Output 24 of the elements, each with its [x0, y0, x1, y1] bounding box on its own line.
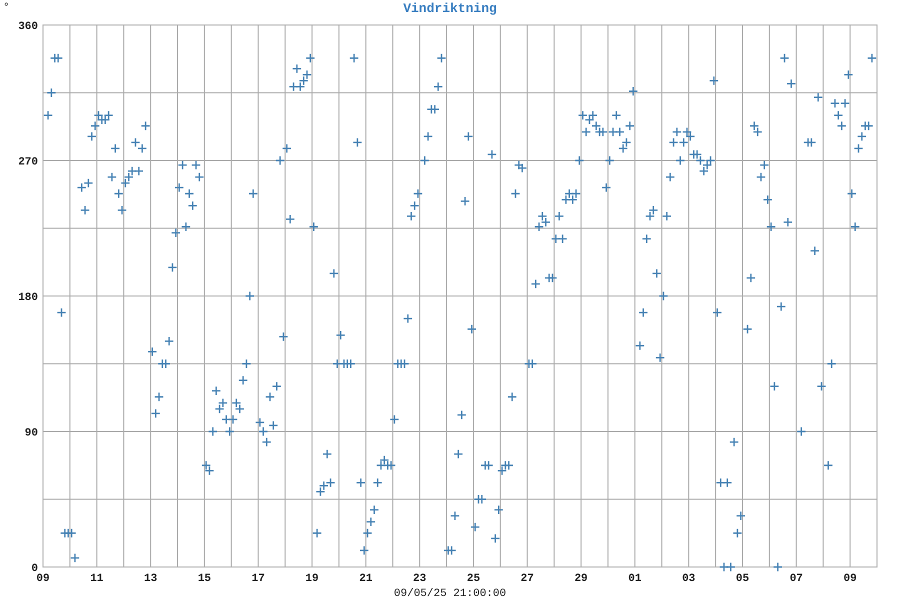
x-axis-title: 09/05/25 21:00:00	[394, 588, 506, 600]
y-tick-label: 90	[24, 427, 38, 440]
x-tick-label: 19	[305, 573, 319, 585]
y-tick-label: 270	[18, 156, 38, 168]
x-tick-label: 25	[466, 573, 480, 585]
x-tick-label: 13	[144, 573, 158, 585]
x-tick-label: 05	[736, 573, 750, 585]
x-tick-label: 23	[413, 573, 427, 585]
y-tick-label: 0	[31, 562, 38, 575]
y-axis-title: °	[3, 2, 10, 14]
x-tick-label: 27	[520, 573, 534, 585]
x-tick-label: 07	[790, 573, 803, 585]
x-tick-label: 01	[628, 573, 642, 585]
x-tick-label: 21	[359, 573, 373, 585]
x-tick-label: 09	[36, 573, 50, 585]
x-tick-label: 15	[198, 573, 212, 585]
chart-title: Vindriktning	[403, 1, 497, 16]
y-tick-label: 180	[18, 292, 38, 304]
x-tick-label: 09	[843, 573, 857, 585]
x-tick-label: 17	[252, 573, 265, 585]
x-tick-label: 11	[90, 573, 104, 585]
x-tick-label: 29	[574, 573, 588, 585]
x-tick-label: 03	[682, 573, 696, 585]
y-tick-label: 360	[18, 20, 38, 33]
